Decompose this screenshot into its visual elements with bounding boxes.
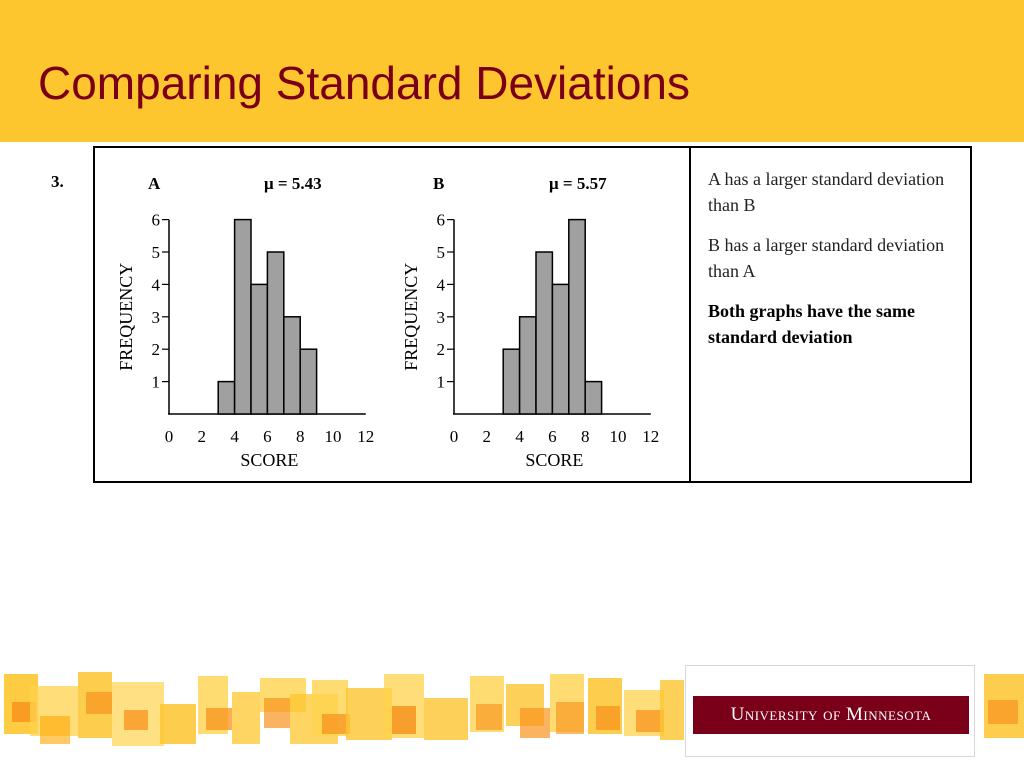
x-tick-label: 8 (296, 427, 305, 446)
mean-label-a: μ = 5.43 (264, 174, 322, 193)
x-tick-label: 0 (450, 427, 459, 446)
x-axis-title: SCORE (525, 450, 583, 470)
answer-a-larger[interactable]: A has a larger standard deviation than B (708, 169, 945, 215)
y-tick-label: 3 (152, 308, 161, 327)
x-tick-label: 10 (610, 427, 627, 446)
mean-label-b: μ = 5.57 (549, 174, 607, 193)
x-tick-label: 0 (165, 427, 174, 446)
y-tick-label: 5 (437, 243, 446, 262)
x-tick-label: 2 (483, 427, 492, 446)
y-axis-title: FREQUENCY (401, 263, 421, 371)
x-tick-label: 8 (581, 427, 590, 446)
histogram-bar (250, 283, 269, 415)
y-tick-label: 4 (152, 275, 161, 294)
y-tick-label: 1 (152, 373, 161, 392)
x-tick-label: 12 (357, 427, 374, 446)
histogram-bar (299, 348, 318, 415)
panel-label-b: B (433, 174, 444, 193)
histogram-bar (584, 380, 603, 415)
y-tick-label: 2 (437, 340, 446, 359)
histogram-bar (283, 316, 301, 415)
y-tick-label: 6 (152, 211, 161, 230)
x-tick-label: 4 (515, 427, 524, 446)
y-axis-title: FREQUENCY (116, 263, 136, 371)
header-band (0, 0, 1024, 142)
y-tick-label: 5 (152, 243, 161, 262)
histogram-bar (535, 251, 554, 415)
question-number: 3. (51, 172, 64, 191)
y-tick-label: 4 (437, 275, 446, 294)
histogram-bar (266, 251, 285, 415)
histogram-bar (551, 283, 570, 415)
university-logo: University of Minnesota (693, 696, 969, 734)
figure-divider (689, 146, 691, 483)
histogram-bar (233, 218, 252, 415)
answer-same[interactable]: Both graphs have the same standard devia… (708, 301, 916, 347)
y-tick-label: 1 (437, 373, 446, 392)
x-tick-label: 4 (230, 427, 239, 446)
y-tick-label: 6 (437, 211, 446, 230)
slide-title: Comparing Standard Deviations (38, 57, 691, 109)
panel-label-a: A (148, 174, 161, 193)
x-axis-title: SCORE (240, 450, 298, 470)
x-tick-label: 6 (263, 427, 272, 446)
footer-decoration (4, 672, 1024, 746)
histogram-bar (502, 348, 521, 415)
x-tick-label: 10 (325, 427, 342, 446)
y-tick-label: 2 (152, 340, 161, 359)
x-tick-label: 6 (548, 427, 557, 446)
x-tick-label: 12 (642, 427, 659, 446)
x-tick-label: 2 (198, 427, 207, 446)
histogram-bar (518, 316, 537, 415)
answer-b-larger[interactable]: B has a larger standard deviation than A (708, 235, 945, 281)
histogram-bar (568, 218, 586, 415)
answer-list: A has a larger standard deviation than B… (708, 166, 968, 364)
y-tick-label: 3 (437, 308, 446, 327)
histogram-bar (217, 380, 236, 415)
